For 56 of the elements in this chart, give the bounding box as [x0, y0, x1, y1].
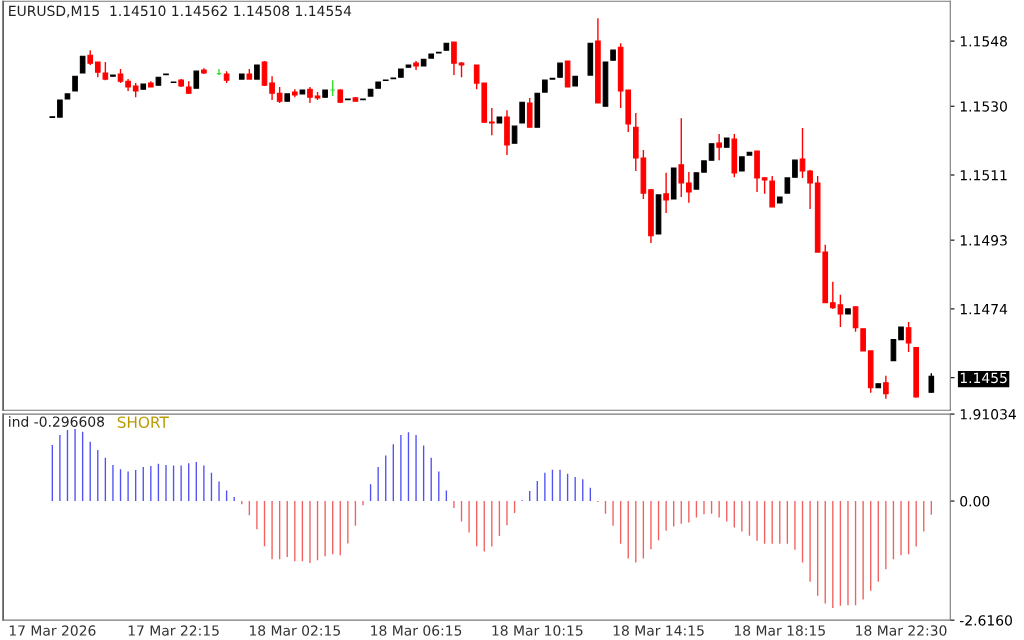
- candlestick: [163, 73, 169, 76]
- candlestick: [610, 49, 616, 61]
- y-tick-label: 0.00: [960, 496, 990, 507]
- candlestick: [905, 321, 912, 353]
- candlestick: [701, 160, 707, 173]
- candlestick: [519, 101, 525, 124]
- candlestick: [435, 51, 442, 54]
- candlestick: [57, 99, 63, 118]
- candlestick: [678, 117, 685, 198]
- y-tick-label: 1.1455: [960, 372, 1007, 384]
- candlestick: [148, 80, 154, 88]
- candlestick: [792, 159, 798, 178]
- candlestick: [557, 62, 563, 78]
- candlestick: [375, 81, 381, 89]
- y-tick-label: 1.1530: [960, 101, 1007, 112]
- candlestick: [572, 75, 579, 87]
- candlestick: [291, 88, 298, 98]
- candlestick: [534, 92, 541, 128]
- candlestick: [72, 75, 78, 92]
- candlestick: [898, 326, 904, 341]
- candlestick: [670, 167, 677, 200]
- y-tick-label: -2.6160: [959, 615, 1012, 626]
- annotation: SHORT: [117, 416, 169, 428]
- candlestick: [564, 60, 571, 88]
- x-tick-label: 17 Mar 22:15: [128, 625, 219, 636]
- candlestick: [542, 79, 548, 93]
- candlestick: [739, 156, 745, 172]
- x-tick-label: 18 Mar 22:30: [856, 625, 947, 636]
- candlestick: [526, 97, 533, 128]
- candlestick: [322, 89, 328, 98]
- candlestick: [201, 67, 207, 75]
- x-tick-label: 18 Mar 10:15: [492, 625, 583, 636]
- x-tick-label: 18 Mar 18:15: [734, 625, 825, 636]
- y-tick-label: 1.1548: [960, 36, 1007, 47]
- x-tick-label: 18 Mar 14:15: [613, 625, 704, 636]
- candlestick: [845, 308, 851, 315]
- candlestick: [602, 61, 609, 107]
- y-tick-label: 1.1474: [960, 304, 1008, 315]
- y-tick-label: 1.1493: [960, 235, 1007, 246]
- y-tick-label: 1.91034: [960, 409, 1016, 420]
- candlestick: [390, 77, 397, 80]
- candlestick: [360, 98, 366, 101]
- candlestick: [110, 74, 116, 77]
- candlestick: [345, 98, 351, 101]
- candlestick: [655, 194, 662, 235]
- candlestick: [587, 42, 594, 76]
- chart-title: EURUSD,M15 1.14510 1.14562 1.14508 1.14554: [9, 5, 352, 18]
- candlestick: [254, 64, 260, 80]
- candlestick: [398, 68, 404, 78]
- candlestick: [549, 77, 556, 80]
- x-tick-label: 17 Mar 2026: [9, 625, 96, 636]
- chart-title: ind -0.296608: [9, 416, 105, 427]
- y-tick-label: 1.1511: [960, 170, 1007, 181]
- x-tick-label: 18 Mar 02:15: [249, 625, 340, 636]
- candlestick: [860, 328, 866, 352]
- x-tick-label: 18 Mar 06:15: [371, 625, 462, 636]
